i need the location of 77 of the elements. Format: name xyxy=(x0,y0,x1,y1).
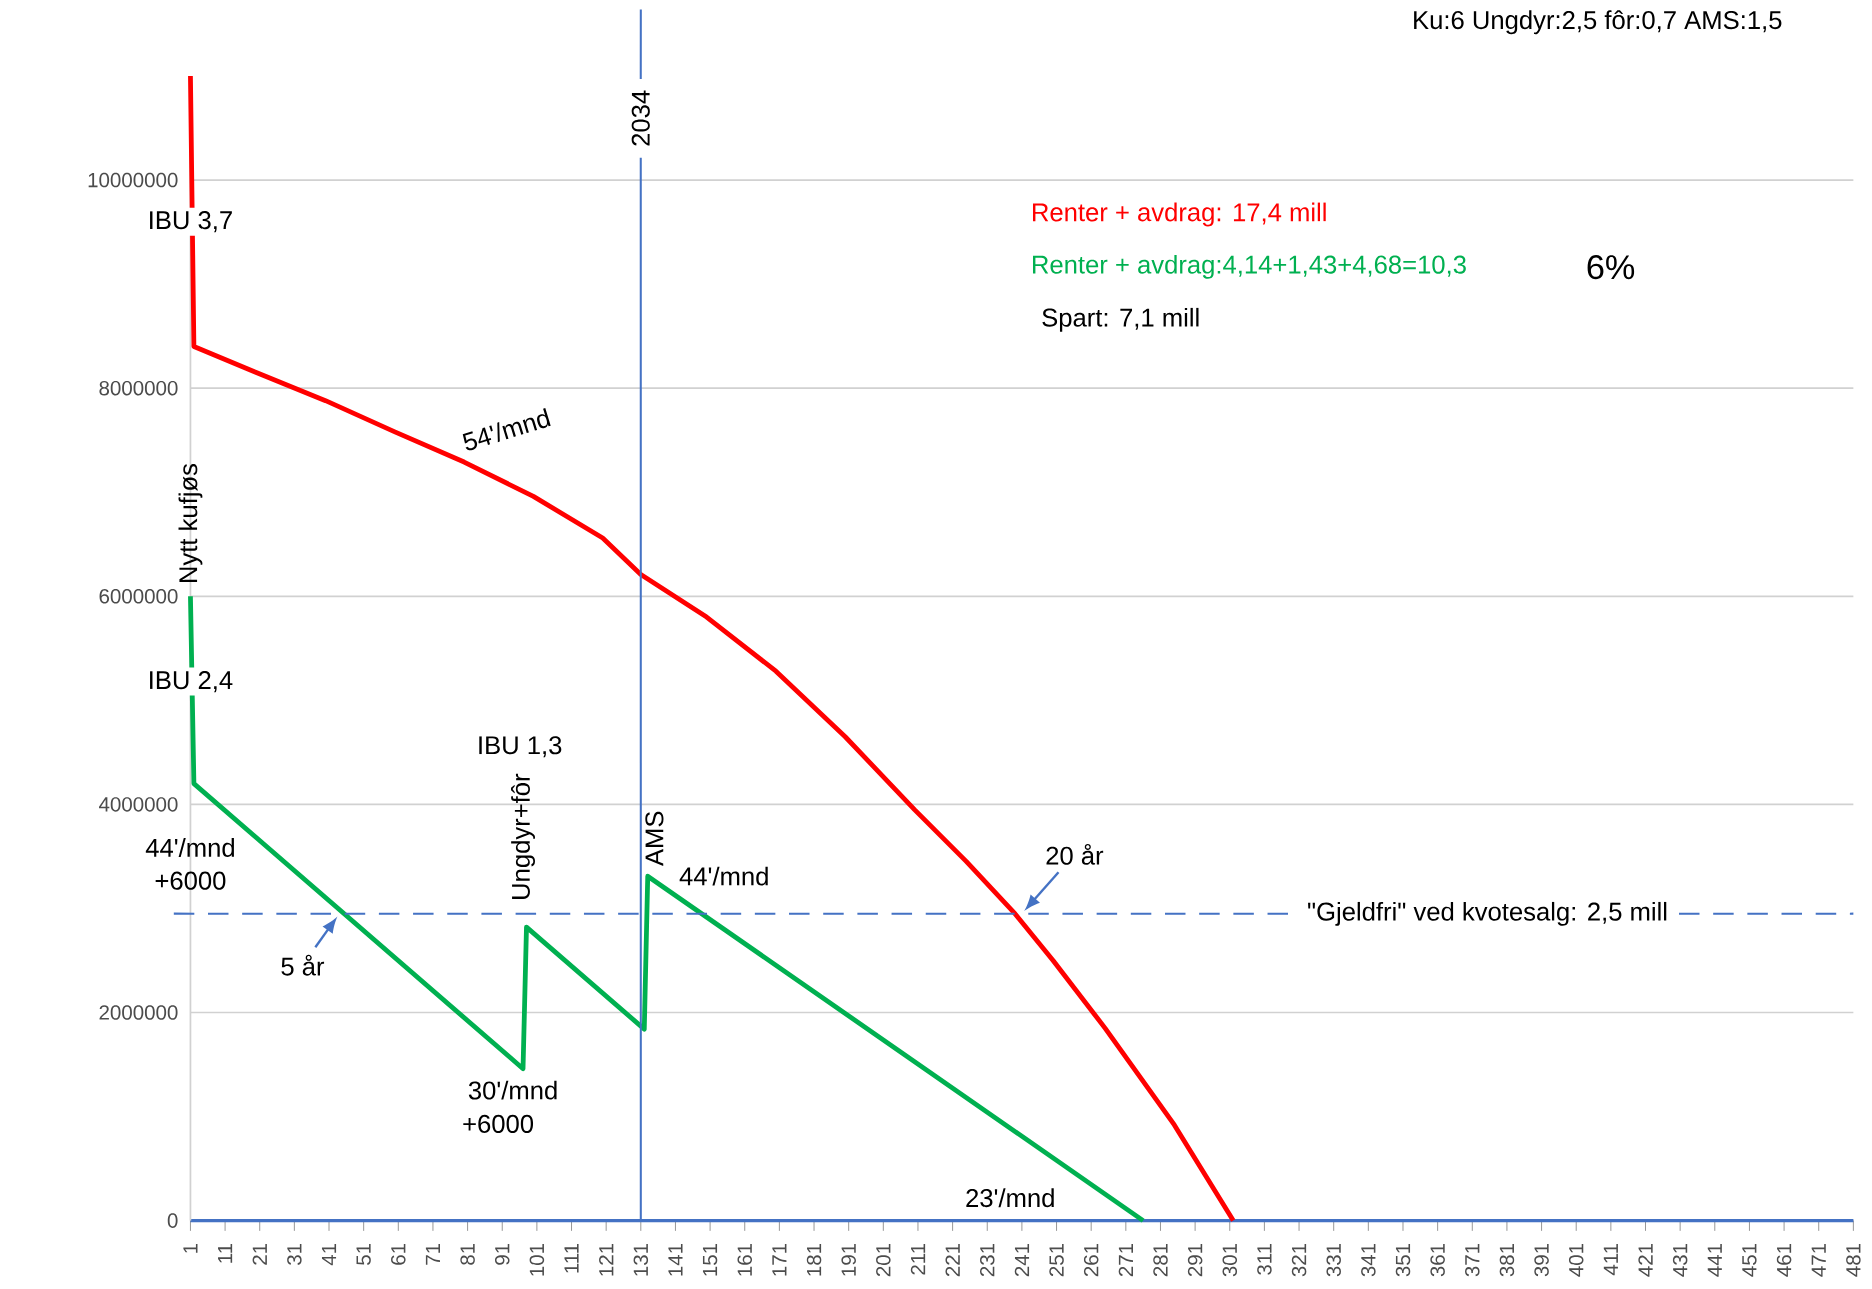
x-tick-label: 421 xyxy=(1638,1244,1653,1277)
x-tick-label: 171 xyxy=(772,1244,787,1276)
x-tick-label: 221 xyxy=(945,1244,960,1277)
x-tick-label: 181 xyxy=(806,1244,822,1276)
x-tick-label: 61 xyxy=(391,1244,406,1265)
x-tick-label: 191 xyxy=(841,1244,856,1276)
text: Renter + avdrag: 17,4 mill xyxy=(1033,202,1326,227)
x-tick-label: 51 xyxy=(356,1244,371,1266)
annotation: Ungdyr+fôr xyxy=(511,774,535,900)
x-tick-label: 21 xyxy=(252,1244,267,1265)
x-tick-label: 251 xyxy=(1049,1244,1064,1277)
x-tick-label: 81 xyxy=(460,1244,475,1266)
annotation: 30'/mnd xyxy=(468,1080,557,1100)
y-tick-label: 10000000 xyxy=(88,173,178,188)
x-tick-label: 41 xyxy=(321,1244,337,1266)
x-tick-label: 301 xyxy=(1222,1244,1238,1277)
x-tick-label: 281 xyxy=(1153,1244,1168,1277)
x-tick-label: 141 xyxy=(668,1244,683,1276)
x-tick-label: 391 xyxy=(1534,1244,1549,1277)
x-tick-label: 111 xyxy=(564,1244,579,1273)
x-tick-label: 151 xyxy=(702,1244,718,1276)
x-tick-label: 241 xyxy=(1014,1244,1030,1277)
y-tick-label: 6000000 xyxy=(99,589,178,604)
x-tick-label: 161 xyxy=(737,1244,753,1276)
annotation: "Gjeldfri" ved kvotesalg: 2,5 mill xyxy=(1308,902,1667,927)
annotation: Spart: 7,1 mill xyxy=(1042,308,1199,332)
annotation: AMS xyxy=(645,811,664,867)
y-tick-label: 0 xyxy=(167,1213,178,1229)
x-tick-label: 261 xyxy=(1083,1244,1099,1277)
x-tick-label: 271 xyxy=(1118,1244,1133,1277)
annotation: IBU 1,3 xyxy=(479,736,562,758)
x-tick-label: 71 xyxy=(425,1244,440,1265)
y-tick-label: 4000000 xyxy=(99,797,178,812)
x-tick-label: 1 xyxy=(183,1244,198,1254)
x-tick-label: 101 xyxy=(529,1244,545,1276)
text: Renter + avdrag:4,14+1,43+4,68=10,3 xyxy=(1033,255,1466,279)
annotation: +6000 xyxy=(155,871,226,890)
x-tick-label: 441 xyxy=(1707,1244,1722,1277)
x-tick-label: 91 xyxy=(494,1244,510,1265)
annotation: 54'/mnd xyxy=(462,408,551,451)
x-tick-label: 411 xyxy=(1603,1244,1618,1276)
x-tick-label: 11 xyxy=(218,1244,233,1263)
annotation: IBU 3,7 xyxy=(150,211,232,233)
x-tick-label: 461 xyxy=(1776,1244,1792,1277)
x-tick-label: 341 xyxy=(1361,1244,1376,1277)
x-tick-label: 311 xyxy=(1257,1244,1272,1276)
x-tick-label: 471 xyxy=(1811,1244,1826,1277)
annotation: 6% xyxy=(1587,255,1635,280)
annotation: 20 år xyxy=(1046,844,1104,866)
annotation: 23'/mnd xyxy=(966,1188,1054,1208)
x-tick-label: 381 xyxy=(1499,1244,1515,1277)
annotation: 5 år xyxy=(281,954,325,976)
y-tick-label: 8000000 xyxy=(99,381,178,396)
x-tick-label: 401 xyxy=(1568,1244,1584,1277)
x-tick-label: 31 xyxy=(287,1244,302,1266)
annotation: 44'/mnd xyxy=(679,866,768,886)
x-tick-label: 361 xyxy=(1430,1244,1445,1277)
text: Ku:6 Ungdyr:2,5 fôr:0,7 AMS:1,5 xyxy=(1414,10,1782,35)
x-tick-label: 321 xyxy=(1291,1244,1307,1277)
annotation: 44'/mnd xyxy=(145,838,234,858)
x-tick-label: 291 xyxy=(1187,1244,1203,1277)
annotation: IBU 2,4 xyxy=(150,671,233,693)
annotation: Nytt kufjøs xyxy=(178,464,203,583)
annotation: 2034 xyxy=(631,90,650,146)
x-tick-label: 351 xyxy=(1395,1244,1411,1277)
x-tick-label: 121 xyxy=(599,1244,614,1276)
x-tick-label: 201 xyxy=(876,1244,891,1277)
x-tick-label: 231 xyxy=(980,1244,995,1277)
annotation: +6000 xyxy=(463,1115,534,1134)
x-tick-label: 371 xyxy=(1465,1244,1480,1277)
x-tick-label: 481 xyxy=(1846,1244,1861,1277)
y-tick-label: 2000000 xyxy=(99,1005,178,1020)
x-tick-label: 211 xyxy=(910,1244,926,1275)
x-tick-label: 431 xyxy=(1672,1244,1688,1277)
x-tick-label: 331 xyxy=(1326,1244,1341,1277)
x-tick-label: 131 xyxy=(633,1244,649,1276)
x-tick-label: 451 xyxy=(1742,1244,1757,1277)
